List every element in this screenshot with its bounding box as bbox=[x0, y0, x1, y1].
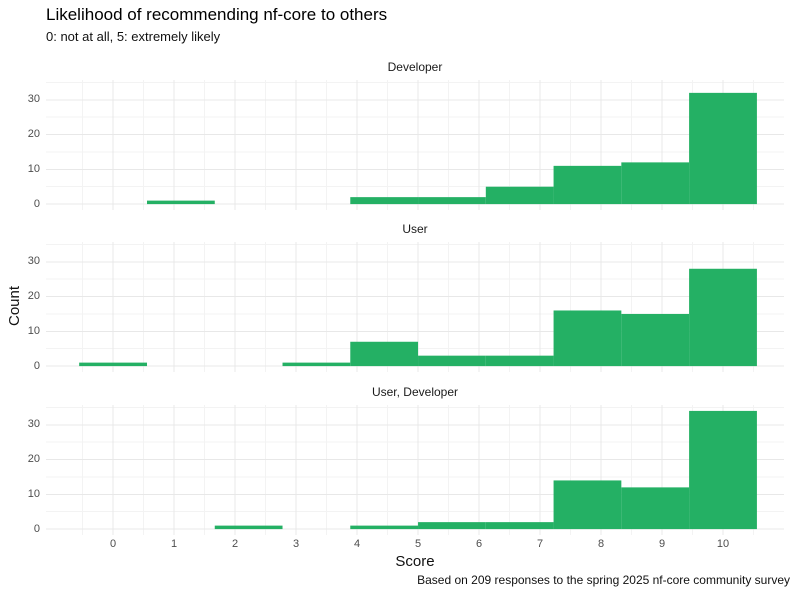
histogram-bar bbox=[350, 341, 419, 367]
facet-panel-user-developer bbox=[46, 405, 784, 535]
histogram-bar bbox=[282, 362, 351, 367]
histogram-bars bbox=[79, 268, 757, 367]
facet-panel-developer bbox=[46, 80, 784, 210]
histogram-bar bbox=[485, 186, 554, 205]
x-tick-label: 2 bbox=[232, 538, 239, 550]
y-tick-label: 0 bbox=[33, 359, 40, 372]
histogram-bar bbox=[621, 313, 690, 367]
histogram-bar bbox=[350, 525, 419, 530]
x-tick-label: 1 bbox=[171, 538, 178, 550]
y-tick-label: 10 bbox=[27, 162, 40, 175]
facet-strip-label-user-developer: User, Developer bbox=[371, 385, 459, 399]
histogram-bar bbox=[553, 165, 622, 205]
histogram-bars bbox=[147, 92, 757, 205]
gridlines-major bbox=[46, 405, 784, 535]
facet-strip-label-developer: Developer bbox=[387, 60, 443, 74]
y-tick-label: 20 bbox=[27, 128, 40, 141]
y-tick-label: 30 bbox=[27, 255, 40, 268]
histogram-bar bbox=[689, 410, 757, 530]
chart-subtitle: 0: not at all, 5: extremely likely bbox=[46, 29, 221, 44]
y-tick-label: 10 bbox=[27, 324, 40, 337]
chart-caption: Based on 209 responses to the spring 202… bbox=[417, 573, 790, 587]
y-tick-label: 10 bbox=[27, 487, 40, 500]
x-tick-label: 10 bbox=[716, 538, 730, 550]
x-tick-label: 5 bbox=[414, 538, 422, 550]
histogram-bar bbox=[147, 200, 215, 205]
x-tick-label: 6 bbox=[475, 538, 483, 550]
x-tick-label: 4 bbox=[353, 538, 361, 550]
chart-title: Likelihood of recommending nf-core to ot… bbox=[46, 5, 388, 24]
facet-panel-user bbox=[46, 242, 784, 372]
histogram-bar bbox=[689, 268, 757, 367]
histogram-bar bbox=[214, 525, 283, 530]
x-tick-label: 0 bbox=[110, 538, 117, 550]
x-axis-title: Score bbox=[395, 553, 435, 570]
histogram-bar bbox=[485, 355, 554, 367]
y-tick-label: 20 bbox=[27, 453, 40, 466]
y-tick-label: 0 bbox=[33, 197, 40, 210]
histogram-bar bbox=[553, 310, 622, 367]
histogram-bar bbox=[621, 162, 690, 205]
histogram-bar bbox=[350, 197, 419, 205]
histogram-bar bbox=[418, 197, 486, 205]
histogram-bar bbox=[553, 480, 622, 530]
x-tick-label: 7 bbox=[536, 538, 544, 550]
y-tick-label: 30 bbox=[27, 93, 40, 106]
histogram-bar bbox=[689, 92, 757, 205]
x-tick-label: 8 bbox=[597, 538, 605, 550]
histogram-bar bbox=[621, 487, 690, 530]
x-tick-label: 3 bbox=[293, 538, 300, 550]
histogram-bar bbox=[418, 355, 486, 367]
y-tick-label: 30 bbox=[27, 418, 40, 431]
y-tick-label: 0 bbox=[33, 522, 40, 535]
histogram-bar bbox=[418, 522, 486, 530]
histogram-bar bbox=[485, 522, 554, 530]
y-tick-label: 20 bbox=[27, 290, 40, 303]
histogram-bars bbox=[214, 410, 757, 530]
y-axis-title: Count bbox=[6, 285, 23, 327]
histogram-bar bbox=[79, 362, 148, 367]
x-tick-label: 9 bbox=[658, 538, 666, 550]
facet-strip-label-user: User bbox=[402, 222, 428, 236]
